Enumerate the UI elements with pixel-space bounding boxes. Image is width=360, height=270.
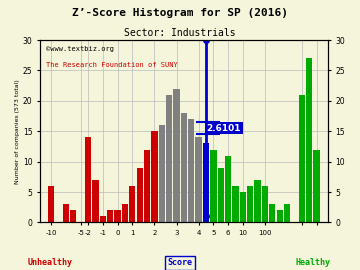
- Bar: [63, 204, 69, 222]
- Bar: [299, 95, 305, 222]
- Bar: [262, 186, 268, 222]
- Text: Unhealthy: Unhealthy: [28, 258, 73, 267]
- Bar: [232, 186, 239, 222]
- Bar: [240, 192, 246, 222]
- Bar: [107, 210, 113, 222]
- Text: Z’-Score Histogram for SP (2016): Z’-Score Histogram for SP (2016): [72, 8, 288, 18]
- Text: ©www.textbiz.org: ©www.textbiz.org: [46, 46, 114, 52]
- Bar: [70, 210, 76, 222]
- Text: The Research Foundation of SUNY: The Research Foundation of SUNY: [46, 62, 178, 68]
- Bar: [114, 210, 121, 222]
- Bar: [174, 89, 180, 222]
- Text: 2.6101: 2.6101: [207, 124, 241, 133]
- Bar: [181, 113, 187, 222]
- Bar: [151, 131, 158, 222]
- Text: Healthy: Healthy: [296, 258, 331, 267]
- Bar: [85, 137, 91, 222]
- Bar: [166, 95, 172, 222]
- Bar: [276, 210, 283, 222]
- Bar: [136, 168, 143, 222]
- Bar: [159, 125, 165, 222]
- Bar: [92, 180, 99, 222]
- Bar: [284, 204, 290, 222]
- Text: Score: Score: [167, 258, 193, 267]
- Bar: [255, 180, 261, 222]
- Bar: [217, 168, 224, 222]
- Bar: [314, 150, 320, 222]
- Bar: [195, 137, 202, 222]
- Bar: [129, 186, 135, 222]
- Bar: [48, 186, 54, 222]
- Bar: [203, 143, 209, 222]
- Bar: [210, 150, 216, 222]
- Bar: [269, 204, 275, 222]
- Bar: [306, 58, 312, 222]
- Text: Sector: Industrials: Sector: Industrials: [124, 28, 236, 38]
- Bar: [100, 216, 106, 222]
- Bar: [247, 186, 253, 222]
- Bar: [225, 156, 231, 222]
- Bar: [122, 204, 128, 222]
- Bar: [188, 119, 194, 222]
- Bar: [144, 150, 150, 222]
- Y-axis label: Number of companies (573 total): Number of companies (573 total): [15, 79, 20, 184]
